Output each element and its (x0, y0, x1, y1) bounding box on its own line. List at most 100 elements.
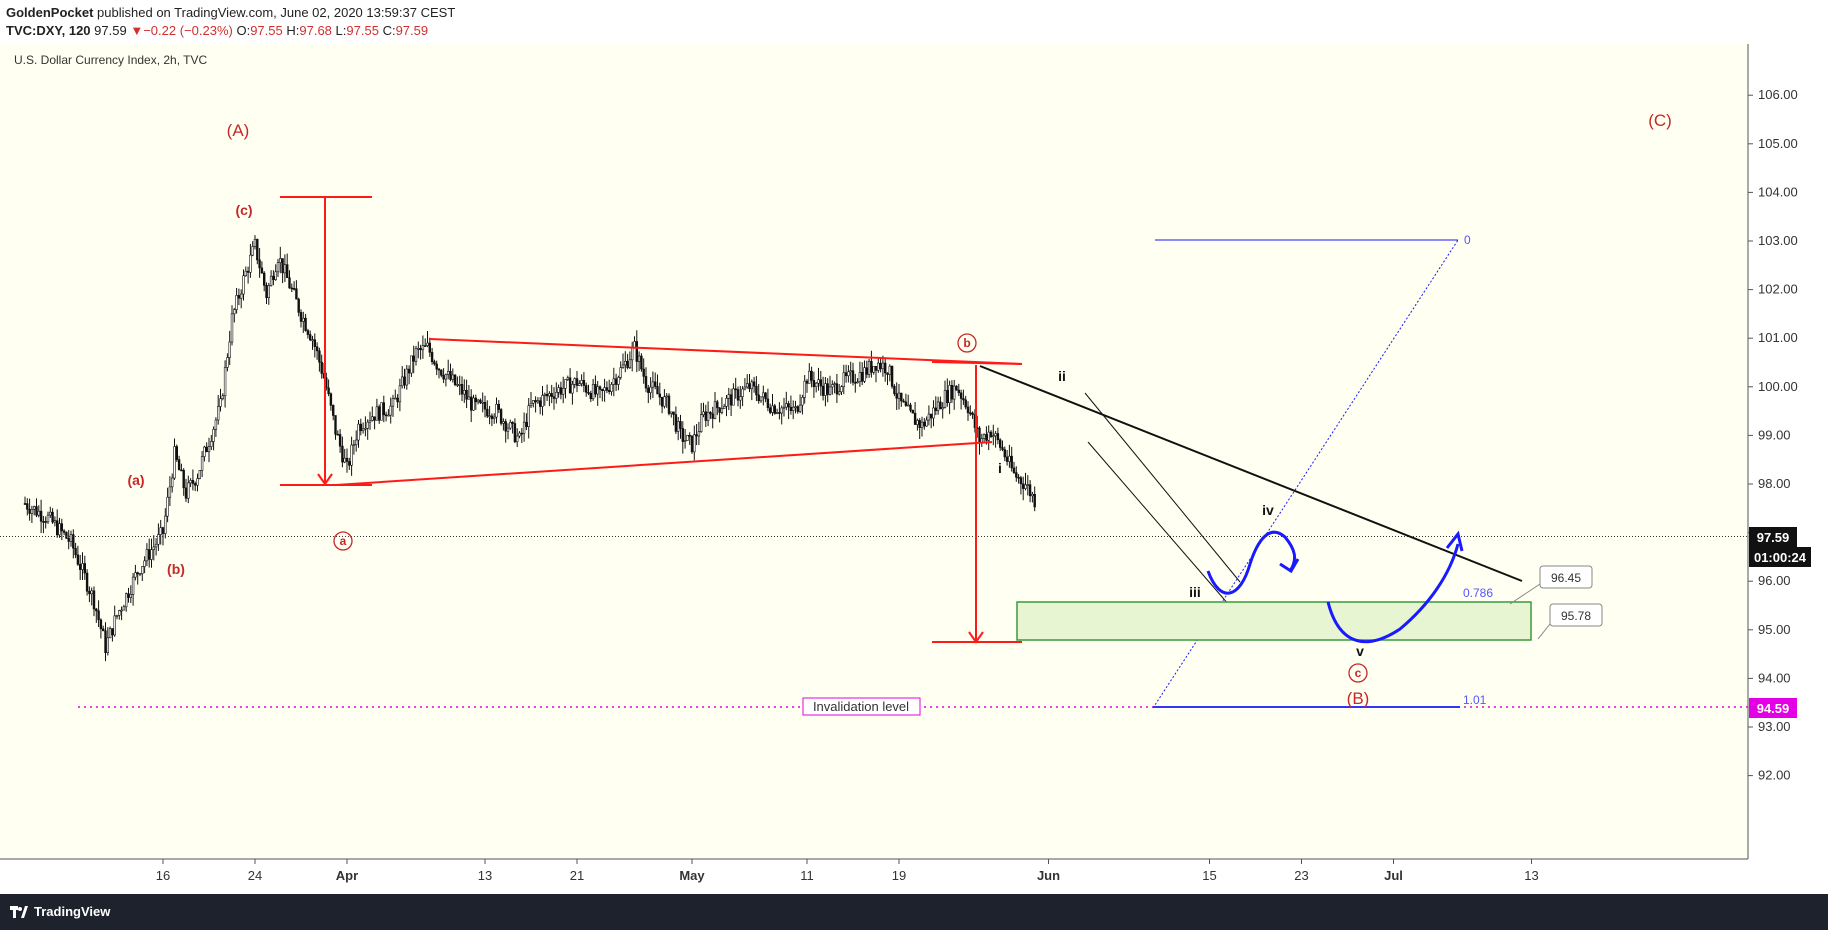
candle-body (483, 402, 487, 410)
open-value: 97.55 (250, 23, 283, 38)
high-value: 97.68 (299, 23, 332, 38)
candle-body (1024, 484, 1027, 489)
candle-body (667, 395, 671, 414)
low-value: 97.55 (346, 23, 379, 38)
candle-body (713, 401, 717, 419)
tradingview-brand[interactable]: TradingView (34, 904, 111, 919)
candle-body (598, 386, 602, 390)
candle-body (421, 345, 425, 351)
candle-body (532, 400, 535, 404)
candle-body (417, 348, 420, 350)
tradingview-logo-icon[interactable] (10, 904, 28, 920)
candle-body (794, 406, 797, 408)
candle-body (904, 401, 908, 406)
candle-body (46, 514, 50, 523)
candle-body (350, 444, 353, 466)
candle-body (913, 412, 917, 425)
candle-body (219, 398, 222, 407)
open-label: O: (236, 23, 251, 38)
candle-body (607, 390, 611, 392)
candle-body (191, 480, 195, 484)
candle-body (343, 457, 346, 463)
candle-body (994, 433, 997, 437)
candle-body (626, 360, 629, 368)
candle-body (122, 606, 126, 611)
candle-body (867, 360, 871, 375)
candle-body (759, 396, 763, 402)
last-price: 97.59 (94, 23, 127, 38)
candle-body (649, 386, 652, 393)
author-name[interactable]: GoldenPocket (6, 5, 94, 20)
candle-body (925, 419, 928, 427)
time-axis: 16 24 Apr 13 21 May 11 19 Jun 15 23 Jul 13 (156, 859, 1539, 883)
candle-body (725, 398, 728, 407)
candle-body (104, 630, 107, 653)
candle-body (240, 293, 243, 299)
candle-body (200, 456, 204, 471)
candle-body (948, 385, 951, 404)
candle-body (97, 610, 100, 621)
candle-body (177, 459, 181, 471)
low-label: L: (335, 23, 347, 38)
candle-body (212, 428, 215, 442)
candle-body (709, 411, 712, 415)
candle-body (573, 378, 576, 385)
candle-body (515, 435, 519, 443)
candle-body (929, 413, 933, 419)
wave-label-imp-iv: iv (1262, 502, 1274, 518)
candle-body (141, 566, 144, 575)
candle-body (433, 361, 436, 365)
candle-body (1033, 493, 1036, 508)
price-axis-background (1748, 44, 1828, 894)
time-tick-label: 19 (892, 868, 906, 883)
candle-body (722, 406, 726, 409)
candle-body (396, 397, 399, 403)
candle-body (180, 469, 183, 472)
candle-body (272, 275, 275, 280)
time-tick-label: 13 (478, 868, 492, 883)
candle-body (299, 312, 303, 322)
candle-body (610, 384, 613, 392)
candle-body (400, 376, 404, 387)
candle-body (387, 414, 390, 417)
candle-body (699, 414, 703, 432)
candle-body (916, 420, 919, 425)
candle-body (449, 370, 452, 380)
candle-body (223, 367, 227, 397)
candle-body (985, 434, 988, 441)
candle-body (732, 388, 735, 406)
candle-body (552, 396, 556, 399)
candle-body (702, 411, 705, 415)
zone-lower-value: 95.78 (1561, 609, 1591, 623)
candle-body (865, 367, 869, 375)
candle-body (782, 406, 786, 409)
price-tick-label: 105.00 (1758, 136, 1798, 151)
candle-body (778, 412, 781, 414)
candle-body (479, 399, 482, 403)
candle-body (295, 288, 298, 300)
candle-body (37, 510, 41, 516)
candle-body (106, 637, 110, 653)
candle-body (637, 355, 641, 362)
candle-body (872, 366, 875, 373)
candle-body (656, 386, 659, 395)
candle-body (311, 339, 314, 341)
wave-label-wave-C: (C) (1648, 111, 1672, 130)
candle-body (341, 445, 344, 463)
candle-body (888, 365, 892, 375)
candle-body (329, 393, 333, 406)
candle-body (428, 342, 431, 353)
candle-body (642, 368, 645, 377)
candle-body (111, 628, 114, 636)
candle-body (256, 238, 259, 261)
candle-body (575, 378, 579, 386)
candle-body (403, 376, 406, 386)
zone-callouts: 96.45 95.78 (1509, 565, 1603, 640)
candle-body (787, 403, 790, 408)
candle-body (886, 372, 889, 375)
candle-body (442, 374, 445, 380)
candle-body (520, 432, 524, 435)
price-chart[interactable]: U.S. Dollar Currency Index, 2h, TVC 106.… (0, 44, 1828, 894)
candle-body (748, 383, 751, 390)
